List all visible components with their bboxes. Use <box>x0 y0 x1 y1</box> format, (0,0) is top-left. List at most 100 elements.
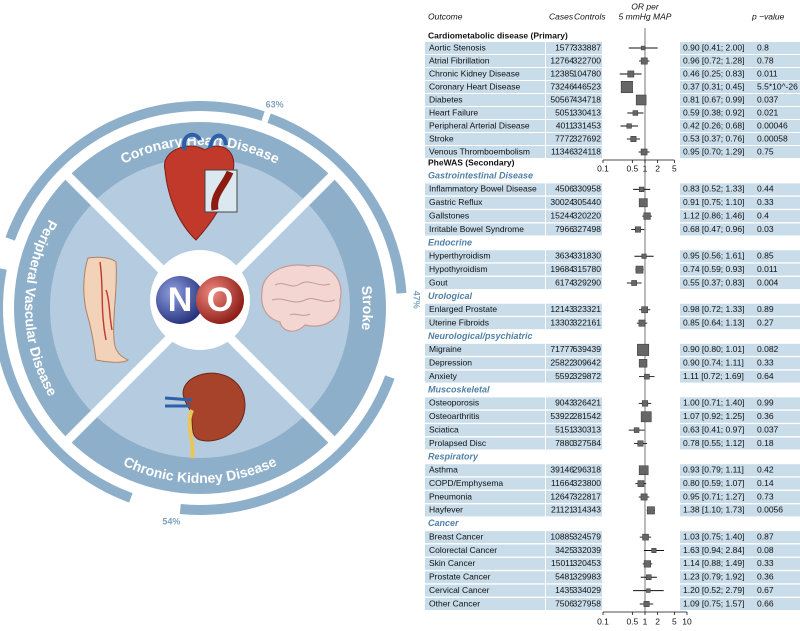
controls: 639439 <box>573 344 602 354</box>
row-bg <box>425 133 545 145</box>
group-title: Urological <box>428 291 473 301</box>
controls: 104780 <box>573 68 602 78</box>
segment-label: Stroke <box>359 285 376 332</box>
row-bg <box>680 357 800 370</box>
group-title: Endocrine <box>428 237 472 247</box>
outcome: Pneumonia <box>429 491 472 501</box>
outcome: Coronary Heart Disease <box>429 81 520 91</box>
row-bg <box>546 94 602 106</box>
p-value: 0.004 <box>757 277 779 287</box>
estimate-box <box>631 280 637 286</box>
row-bg <box>425 571 545 584</box>
controls: 315780 <box>573 264 602 274</box>
row-bg <box>425 42 545 54</box>
p-value: 0.44 <box>757 184 774 194</box>
x-tick-label: 5 <box>672 163 677 173</box>
row-bg <box>425 504 545 517</box>
row-bg <box>680 557 800 570</box>
row-bg <box>425 210 545 223</box>
row-bg <box>546 370 602 383</box>
x-tick-label: 2 <box>655 616 660 626</box>
cases: 71777 <box>550 344 574 354</box>
estimate-label: 1.20 [0.52; 2.79] <box>683 585 744 595</box>
group-title: Muscoskeletal <box>428 384 490 394</box>
controls: 330413 <box>573 107 602 117</box>
row-bg <box>425 183 545 196</box>
controls: 333887 <box>573 42 602 52</box>
row-bg <box>680 598 800 610</box>
row-bg <box>680 42 800 54</box>
outcome: Aortic Stenosis <box>429 42 486 52</box>
controls: 330958 <box>573 184 602 194</box>
controls: 327498 <box>573 224 602 234</box>
row-bg <box>680 437 800 450</box>
row-bg <box>546 397 602 410</box>
group-title: Respiratory <box>428 451 479 461</box>
outcome: Skin Cancer <box>429 558 475 568</box>
cases: 10885 <box>550 531 574 541</box>
segment-label-path: Stroke <box>359 285 376 332</box>
p-value: 0.00046 <box>757 120 788 130</box>
diagram: Coronary Heart Disease63%Stroke47%Chroni… <box>0 100 421 526</box>
row-bg <box>546 210 602 223</box>
header-p: p −value <box>751 11 785 21</box>
estimate-box <box>634 226 641 233</box>
controls: 305440 <box>573 197 602 207</box>
estimate-box <box>640 57 648 65</box>
cases: 21121 <box>551 505 574 515</box>
estimate-box <box>643 601 650 607</box>
estimate-label: 0.95 [0.71; 1.27] <box>683 491 744 501</box>
estimate-label: 1.00 [0.71; 1.40] <box>683 398 744 408</box>
outcome: Anxiety <box>429 371 458 381</box>
row-bg <box>425 107 545 119</box>
controls: 326421 <box>573 398 602 408</box>
estimate-label: 0.42 [0.26; 0.68] <box>683 120 744 130</box>
row-bg <box>546 55 602 67</box>
cases: 12385 <box>550 68 574 78</box>
estimate-label: 0.83 [0.52; 1.33] <box>683 184 744 194</box>
row-bg <box>680 277 800 289</box>
outcome: Hyperthyroidism <box>429 251 490 261</box>
row-bg <box>546 584 602 597</box>
controls: 324579 <box>573 531 602 541</box>
estimate-box <box>642 533 649 541</box>
estimate-box <box>646 588 651 593</box>
estimate-label: 0.74 [0.59; 0.93] <box>683 264 744 274</box>
cases: 11664 <box>551 478 574 488</box>
row-bg <box>680 55 800 67</box>
estimate-label: 0.81 [0.67; 0.99] <box>683 94 744 104</box>
p-value: 0.99 <box>757 398 774 408</box>
row-bg <box>680 303 800 316</box>
row-bg <box>546 277 602 289</box>
percent-label: 54% <box>162 516 180 526</box>
row-bg <box>546 68 602 80</box>
cases: 6174 <box>555 277 574 287</box>
cases: 7966 <box>555 224 574 234</box>
cases: 15011 <box>551 558 574 568</box>
estimate-label: 0.55 [0.37; 0.83] <box>683 277 744 287</box>
cases: 15244 <box>550 210 574 220</box>
p-value: 0.00058 <box>757 133 788 143</box>
row-bg <box>425 120 545 132</box>
estimate-box <box>646 574 652 580</box>
controls: 320220 <box>573 210 602 220</box>
p-value: 0.011 <box>757 68 778 78</box>
row-bg <box>425 424 545 437</box>
cases: 9043 <box>555 398 574 408</box>
row-bg <box>546 133 602 145</box>
x-tick-label: 10 <box>682 616 692 626</box>
p-value: 0.75 <box>757 146 774 156</box>
row-bg <box>425 317 545 330</box>
controls: 331453 <box>573 120 602 130</box>
controls: 330313 <box>573 424 602 434</box>
row-bg <box>680 183 800 196</box>
estimate-label: 0.85 [0.64; 1.13] <box>683 317 744 327</box>
kidney-shape <box>182 372 246 442</box>
row-bg <box>425 277 545 289</box>
estimate-label: 0.78 [0.55; 1.12] <box>683 438 744 448</box>
row-bg <box>425 250 545 263</box>
row-bg <box>680 397 800 410</box>
estimate-label: 1.09 [0.75; 1.57] <box>683 598 744 608</box>
row-bg <box>546 223 602 236</box>
